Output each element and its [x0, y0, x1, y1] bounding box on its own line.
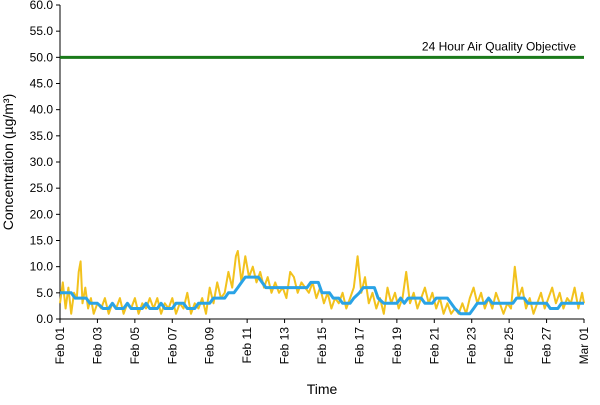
x-tick-label: Feb 23	[465, 327, 479, 365]
x-tick-label: Feb 15	[315, 327, 329, 365]
x-tick-label: Feb 13	[278, 327, 292, 365]
objective-label: 24 Hour Air Quality Objective	[422, 39, 576, 53]
y-tick-label: 25.0	[30, 181, 54, 195]
x-tick-label: Feb 01	[53, 327, 67, 365]
y-tick-label: 50.0	[30, 50, 54, 64]
y-tick-label: 45.0	[30, 77, 54, 91]
rolling-mean-series-line	[60, 275, 584, 316]
y-tick-label: 40.0	[30, 103, 54, 117]
y-tick-label: 35.0	[30, 129, 54, 143]
x-tick-label: Feb 17	[352, 327, 366, 365]
y-tick-label: 60.0	[30, 0, 54, 12]
y-tick-label: 15.0	[30, 234, 54, 248]
series-layer	[59, 250, 585, 316]
x-tick-label: Feb 09	[203, 327, 217, 365]
y-tick-label: 10.0	[30, 260, 54, 274]
y-tick-label: 20.0	[30, 207, 54, 221]
x-tick-label: Feb 19	[390, 327, 404, 365]
y-tick-label: 0.0	[36, 312, 53, 326]
x-axis-title: Time	[307, 381, 338, 397]
x-tick-label: Feb 07	[165, 327, 179, 365]
y-tick-label: 55.0	[30, 24, 54, 38]
x-tick-label: Feb 05	[128, 327, 142, 365]
y-axis-title: Concentration (µg/m³)	[0, 94, 16, 230]
x-tick-label: Feb 21	[427, 327, 441, 365]
y-tick-label: 30.0	[30, 155, 54, 169]
hourly-series-line	[59, 250, 585, 315]
x-tick-label: Feb 27	[540, 327, 554, 365]
y-tick-label: 5.0	[36, 286, 53, 300]
y-tick-group: 0.0 5.0 10.0 15.0 20.0 25.0 30.0 35.0 40.0 45.0 50…	[30, 0, 60, 326]
x-tick-label: Feb 25	[502, 327, 516, 365]
x-tick-label: Feb 11	[240, 327, 254, 364]
x-tick-group: Feb 01 Feb 03 Feb 05 Feb 07 Feb 09 Feb 11 Feb …	[53, 319, 591, 364]
x-tick-label: Feb 03	[90, 327, 104, 365]
x-tick-label: Mar 01	[577, 327, 591, 365]
